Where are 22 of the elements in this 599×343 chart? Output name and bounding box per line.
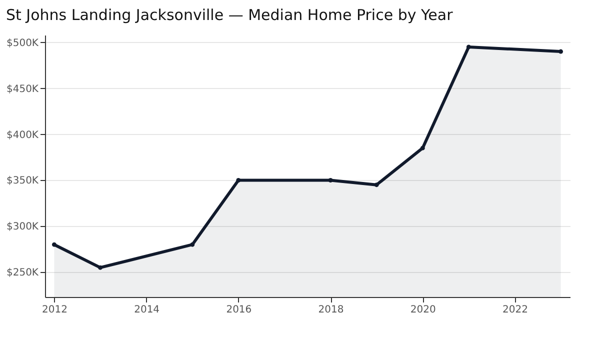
point — [98, 265, 102, 270]
point — [374, 182, 379, 188]
point — [328, 178, 333, 182]
point — [420, 146, 425, 150]
x-tick-label: 2022 — [502, 304, 528, 316]
y-tick-label: $500K — [6, 38, 39, 49]
x-tick-label: 2014 — [134, 304, 160, 316]
y-tick-label: $450K — [6, 84, 39, 95]
point — [190, 242, 195, 247]
y-tick-label: $300K — [6, 222, 39, 233]
chart-title: St Johns Landing Jacksonville — Median Home Price by Year — [6, 6, 454, 24]
point — [52, 242, 56, 247]
x-tick-label: 2016 — [226, 304, 252, 316]
y-tick-label: $250K — [6, 268, 39, 279]
x-tick-label: 2018 — [318, 304, 344, 316]
y-tick-label: $350K — [6, 176, 39, 187]
y-tick-label: $400K — [6, 130, 39, 141]
point — [558, 49, 564, 54]
x-tick-label: 2020 — [410, 304, 436, 316]
point — [466, 44, 471, 50]
point — [236, 178, 241, 182]
x-tick-label: 2012 — [42, 304, 68, 316]
